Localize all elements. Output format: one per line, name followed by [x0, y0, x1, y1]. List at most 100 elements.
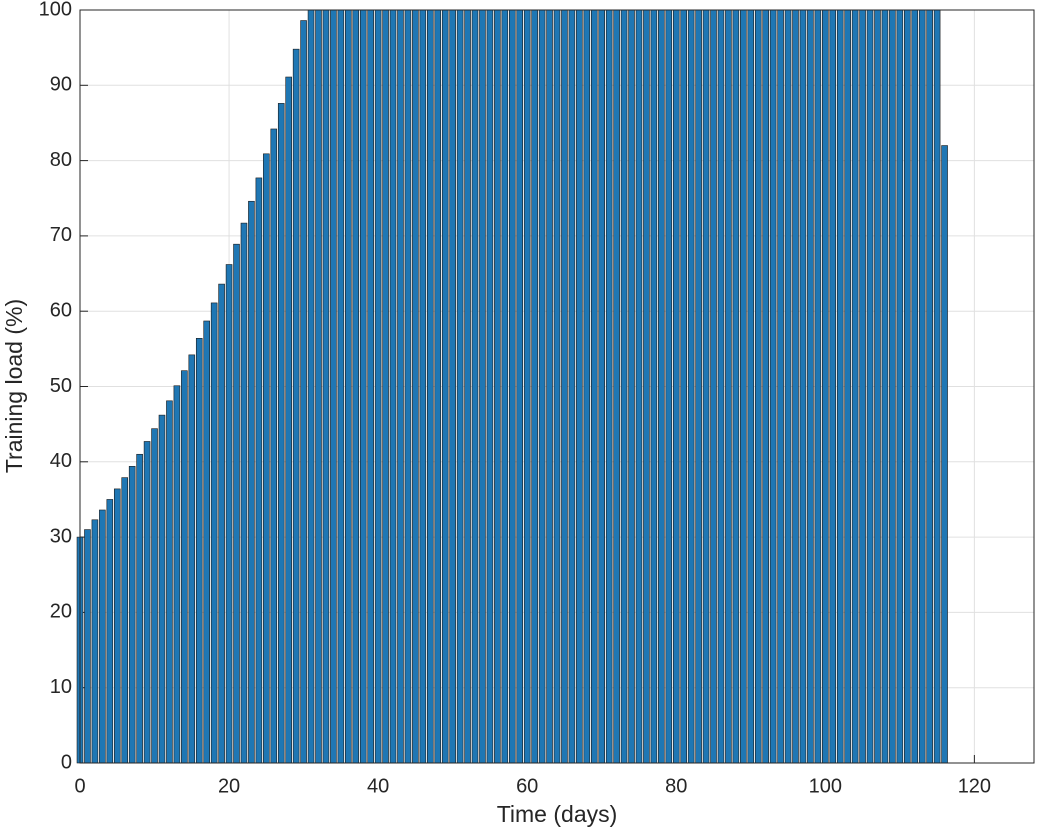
- bar: [561, 9, 568, 764]
- bar: [218, 283, 225, 764]
- bar: [456, 9, 464, 764]
- bar: [889, 9, 896, 764]
- bar: [836, 9, 844, 764]
- bar: [464, 9, 471, 764]
- bar: [576, 9, 583, 764]
- bar: [881, 9, 889, 764]
- bar: [99, 509, 106, 764]
- y-tick-label: 100: [39, 0, 72, 20]
- bar: [553, 9, 561, 764]
- bar: [538, 9, 546, 764]
- y-tick-label: 20: [50, 601, 72, 623]
- y-axis-label: Training load (%): [1, 299, 27, 473]
- bar: [337, 9, 345, 764]
- bar: [918, 9, 926, 764]
- bar: [829, 9, 837, 764]
- y-tick-label: 0: [61, 751, 72, 773]
- bar: [658, 9, 665, 764]
- bar: [665, 9, 673, 764]
- bar: [143, 441, 151, 764]
- bar: [181, 370, 188, 764]
- bar: [285, 76, 292, 764]
- bar: [628, 9, 635, 764]
- bar: [508, 9, 516, 764]
- y-tick-label: 90: [50, 74, 72, 96]
- bar: [516, 9, 524, 764]
- bar: [702, 9, 710, 764]
- bar: [434, 9, 442, 764]
- bar: [851, 9, 859, 764]
- bar: [635, 9, 643, 764]
- bar: [784, 9, 792, 764]
- bar: [345, 9, 352, 764]
- bar: [359, 9, 367, 764]
- bar: [471, 9, 479, 764]
- bar: [248, 200, 255, 764]
- bar: [494, 9, 501, 764]
- bar: [374, 9, 382, 764]
- y-tick-label: 10: [50, 676, 72, 698]
- bar: [605, 9, 613, 764]
- bar: [300, 20, 307, 764]
- bar: [620, 9, 628, 764]
- bar: [352, 9, 360, 764]
- bar: [397, 9, 404, 764]
- x-tick-label: 20: [218, 775, 240, 797]
- axes-box: [79, 9, 1035, 764]
- bar: [173, 385, 181, 764]
- bar: [933, 9, 941, 764]
- bar: [322, 9, 330, 764]
- bar: [419, 9, 427, 764]
- bar: [166, 400, 173, 764]
- bar: [449, 9, 456, 764]
- bar: [136, 453, 143, 764]
- bar: [822, 9, 829, 764]
- bar: [725, 9, 732, 764]
- bar: [590, 9, 598, 764]
- x-tick-label: 100: [809, 775, 842, 797]
- bar: [307, 9, 315, 764]
- bar: [315, 9, 322, 764]
- bar: [479, 9, 486, 764]
- bar: [859, 9, 866, 764]
- bar: [203, 320, 210, 764]
- bar: [732, 9, 740, 764]
- bar: [754, 9, 762, 764]
- bar: [568, 9, 576, 764]
- bar: [195, 338, 203, 764]
- x-axis-label: Time (days): [497, 801, 618, 827]
- bar: [106, 499, 114, 764]
- bar: [740, 9, 747, 764]
- x-tick-label: 0: [74, 775, 85, 797]
- x-tick-label: 40: [367, 775, 389, 797]
- x-tick-label: 80: [665, 775, 687, 797]
- bar: [240, 222, 248, 764]
- bar: [188, 354, 196, 764]
- bar: [113, 488, 121, 764]
- bar: [911, 9, 919, 764]
- y-tick-label: 60: [50, 299, 72, 321]
- bar: [263, 153, 270, 764]
- bar: [330, 9, 337, 764]
- bar: [941, 145, 948, 764]
- bar: [926, 9, 933, 764]
- bar: [807, 9, 814, 764]
- bar: [598, 9, 605, 764]
- bar: [128, 466, 136, 764]
- x-tick-label: 60: [516, 775, 538, 797]
- bar: [225, 264, 233, 764]
- bar: [687, 9, 695, 764]
- bar: [233, 243, 240, 764]
- bar: [292, 48, 300, 764]
- bar: [427, 9, 434, 764]
- bar: [874, 9, 881, 764]
- bar: [121, 477, 129, 764]
- bar: [710, 9, 717, 764]
- bar: [613, 9, 620, 764]
- bar: [441, 9, 449, 764]
- bar: [643, 9, 650, 764]
- bar: [531, 9, 538, 764]
- bar: [382, 9, 389, 764]
- bar: [695, 9, 702, 764]
